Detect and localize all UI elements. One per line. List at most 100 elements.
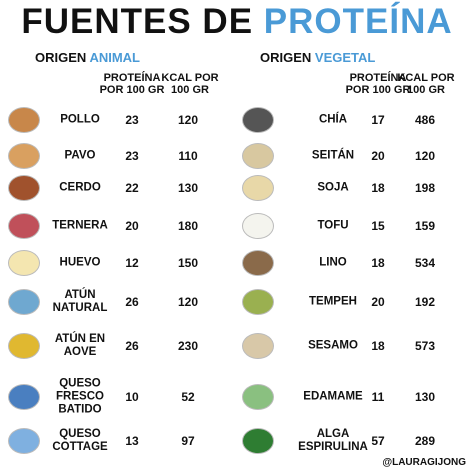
- food-name-line: CHÍA: [318, 113, 348, 126]
- kcal-value: 180: [177, 219, 199, 233]
- protein-value: 18: [371, 256, 385, 270]
- food-name: TEMPEH: [288, 296, 378, 309]
- food-name-line: ATÚN EN: [54, 333, 106, 345]
- food-icon: [8, 333, 40, 359]
- food-name-line: FRESCO: [56, 390, 104, 403]
- food-icon: [242, 213, 274, 239]
- column-header-line: POR 100 GR: [99, 84, 165, 96]
- food-name-line: SEITÁN: [311, 149, 355, 162]
- kcal-value: 198: [414, 181, 436, 195]
- food-icon: [8, 143, 40, 169]
- protein-value: 11: [371, 390, 385, 404]
- food-name: SEITÁN: [288, 150, 378, 163]
- protein-value: 20: [371, 295, 385, 309]
- food-icon: [242, 143, 274, 169]
- section-origin: ORIGEN: [260, 50, 312, 65]
- food-name-line: POLLO: [60, 113, 100, 126]
- kcal-value: 120: [177, 113, 199, 127]
- protein-value: 15: [371, 219, 385, 233]
- protein-value: 57: [371, 434, 385, 448]
- protein-value: 22: [125, 181, 139, 195]
- food-name-line: ALGA: [316, 428, 350, 440]
- food-name-line: HUEVO: [59, 256, 101, 269]
- food-name: HUEVO: [35, 257, 125, 270]
- title: FUENTES DE PROTEÍNA: [0, 2, 474, 42]
- kcal-value: 130: [414, 390, 436, 404]
- food-name-line: AOVE: [63, 346, 97, 358]
- kcal-value: 289: [414, 434, 436, 448]
- food-name: ALGA ESPIRULINA: [288, 428, 378, 454]
- food-name-line: PAVO: [64, 149, 96, 162]
- column-header-line: KCAL POR: [161, 72, 219, 84]
- food-name: ATÚN NATURAL: [35, 289, 125, 315]
- kcal-value: 52: [181, 390, 195, 404]
- food-name: TERNERA: [35, 220, 125, 233]
- food-icon: [242, 333, 274, 359]
- food-name-line: EDAMAME: [303, 390, 363, 403]
- food-name: CERDO: [35, 182, 125, 195]
- kcal-value: 159: [414, 219, 436, 233]
- column-header: KCAL POR 100 GR: [150, 72, 230, 96]
- food-name: EDAMAME: [288, 391, 378, 404]
- food-name-line: LINO: [319, 256, 347, 269]
- column-header: KCAL POR 100 GR: [386, 72, 466, 96]
- protein-value: 20: [371, 149, 385, 163]
- protein-value: 10: [125, 390, 139, 404]
- food-name: POLLO: [35, 114, 125, 127]
- footer: @LAURAGIJONG: [382, 457, 466, 468]
- column-header-line: POR 100 GR: [345, 84, 411, 96]
- title-black: FUENTES DE: [21, 2, 254, 41]
- food-name-line: NATURAL: [52, 302, 108, 314]
- food-name-line: COTTAGE: [52, 441, 108, 453]
- kcal-value: 110: [178, 149, 198, 163]
- section-type: ANIMAL: [89, 50, 140, 65]
- column-header: PROTEÍNA POR 100 GR: [92, 72, 172, 96]
- kcal-value: 150: [177, 256, 199, 270]
- protein-value: 23: [125, 113, 139, 127]
- food-name-line: QUESO: [59, 428, 101, 440]
- food-name-line: SESAMO: [308, 339, 358, 352]
- kcal-value: 192: [414, 295, 436, 309]
- food-name-line: TOFU: [317, 219, 349, 232]
- column-header-line: PROTEÍNA: [103, 72, 161, 84]
- food-name-line: TEMPEH: [309, 295, 357, 308]
- kcal-value: 97: [181, 434, 195, 448]
- food-name-line: ESPIRULINA: [298, 441, 368, 453]
- kcal-value: 534: [414, 256, 436, 270]
- protein-value: 23: [125, 149, 139, 163]
- protein-value: 13: [125, 434, 139, 448]
- food-name: PAVO: [35, 150, 125, 163]
- column-header-line: 100 GR: [171, 84, 209, 96]
- food-icon: [8, 107, 40, 133]
- protein-value: 26: [125, 339, 139, 353]
- protein-value: 12: [125, 256, 139, 270]
- food-icon: [8, 213, 40, 239]
- food-name-line: QUESO: [59, 377, 101, 390]
- food-name: ATÚN EN AOVE: [35, 333, 125, 359]
- kcal-value: 120: [177, 295, 199, 309]
- food-name: SESAMO: [288, 340, 378, 353]
- section-type: VEGETAL: [314, 50, 376, 65]
- section-label: ORIGEN VEGETAL: [260, 50, 375, 65]
- food-name-line: BATIDO: [58, 403, 102, 416]
- food-name-line: TERNERA: [52, 219, 108, 232]
- column-header: PROTEÍNA POR 100 GR: [338, 72, 418, 96]
- food-icon: [8, 384, 40, 410]
- section-origin: ORIGEN: [35, 50, 87, 65]
- food-icon: [8, 250, 40, 276]
- food-name: QUESO FRESCO BATIDO: [35, 378, 125, 417]
- food-icon: [242, 175, 274, 201]
- kcal-value: 486: [414, 113, 436, 127]
- food-name: TOFU: [288, 220, 378, 233]
- protein-value: 17: [371, 113, 385, 127]
- kcal-value: 573: [414, 339, 436, 353]
- food-icon: [8, 175, 40, 201]
- food-icon: [8, 289, 40, 315]
- section-label: ORIGEN ANIMAL: [35, 50, 140, 65]
- food-name: LINO: [288, 257, 378, 270]
- kcal-value: 120: [414, 149, 436, 163]
- kcal-value: 130: [177, 181, 199, 195]
- food-name: CHÍA: [288, 114, 378, 127]
- protein-value: 18: [371, 181, 385, 195]
